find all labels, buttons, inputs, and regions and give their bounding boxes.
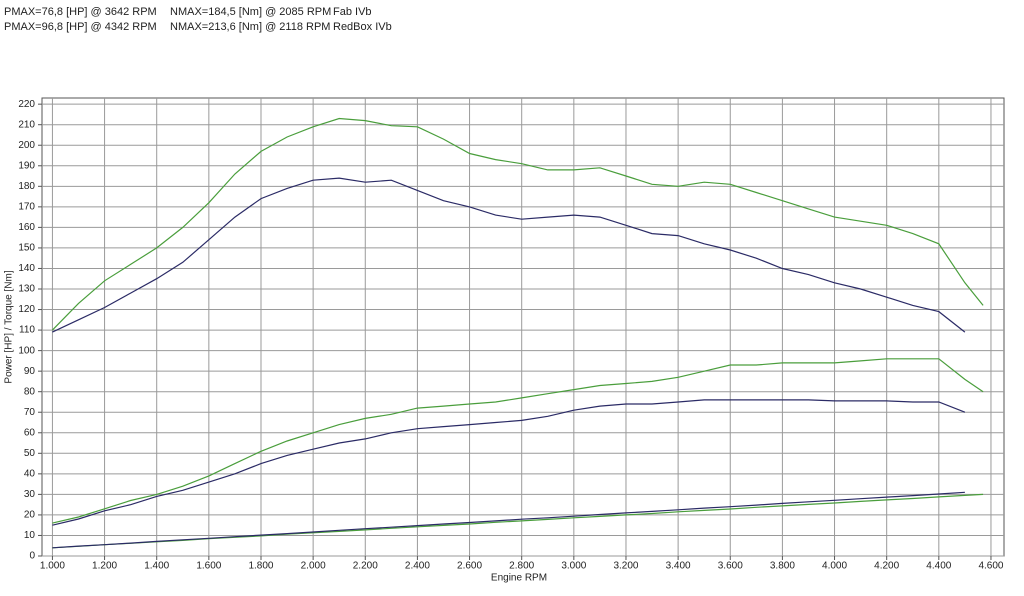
y-tick-label: 180 — [18, 181, 35, 192]
y-tick-label: 160 — [18, 222, 35, 233]
x-tick-label: 2.200 — [353, 561, 378, 572]
y-tick-label: 120 — [18, 304, 35, 315]
y-tick-label: 220 — [18, 99, 35, 110]
y-tick-label: 170 — [18, 201, 35, 212]
y-tick-label: 50 — [24, 448, 36, 459]
y-tick-label: 60 — [24, 427, 36, 438]
series-line — [52, 491, 965, 549]
y-axis-label: Power [HP] / Torque [Nm] — [4, 270, 15, 383]
header-nmax: NMAX=213,6 [Nm] @ 2118 RPM — [170, 21, 330, 33]
x-tick-label: 1.800 — [248, 561, 273, 572]
y-tick-label: 110 — [19, 325, 35, 336]
x-tick-label: 3.400 — [666, 561, 691, 572]
header-name: RedBox IVb — [333, 21, 392, 33]
y-tick-label: 80 — [24, 386, 36, 397]
series-line — [52, 177, 966, 333]
y-tick-label: 0 — [29, 551, 35, 562]
y-tick-label: 200 — [18, 140, 35, 151]
x-tick-label: 3.000 — [561, 561, 586, 572]
x-tick-label: 2.400 — [405, 561, 430, 572]
header-name: Fab IVb — [333, 6, 372, 18]
y-tick-label: 210 — [18, 119, 35, 130]
x-tick-label: 4.400 — [926, 561, 951, 572]
series-line — [52, 399, 966, 526]
y-tick-label: 100 — [18, 345, 35, 356]
x-tick-label: 3.600 — [718, 561, 743, 572]
y-tick-label: 70 — [24, 407, 36, 418]
x-tick-label: 1.200 — [92, 561, 117, 572]
series-line — [52, 358, 984, 524]
series-line — [51, 117, 984, 331]
x-tick-label: 1.000 — [40, 561, 65, 572]
y-tick-label: 40 — [24, 468, 36, 479]
plot-area — [41, 97, 1005, 557]
y-tick-label: 20 — [24, 510, 36, 521]
x-tick-label: 2.600 — [457, 561, 482, 572]
x-axis-label: Engine RPM — [491, 573, 547, 584]
header-nmax: NMAX=184,5 [Nm] @ 2085 RPM — [170, 6, 331, 18]
header-pmax: PMAX=76,8 [HP] @ 3642 RPM — [4, 6, 157, 18]
y-tick-label: 30 — [24, 489, 36, 500]
x-tick-label: 2.800 — [509, 561, 534, 572]
y-tick-label: 150 — [18, 243, 35, 254]
y-tick-label: 140 — [18, 263, 35, 274]
x-tick-label: 3.200 — [613, 561, 638, 572]
y-tick-label: 130 — [18, 284, 35, 295]
x-tick-label: 4.000 — [822, 561, 847, 572]
x-tick-label: 1.400 — [144, 561, 169, 572]
x-tick-label: 4.600 — [978, 561, 1003, 572]
x-tick-label: 1.600 — [196, 561, 221, 572]
y-tick-label: 90 — [24, 366, 36, 377]
x-tick-label: 3.800 — [770, 561, 795, 572]
x-tick-label: 2.000 — [301, 561, 326, 572]
y-tick-label: 190 — [18, 160, 35, 171]
y-tick-label: 10 — [24, 530, 36, 541]
header-pmax: PMAX=96,8 [HP] @ 4342 RPM — [4, 21, 157, 33]
x-tick-label: 4.200 — [874, 561, 899, 572]
